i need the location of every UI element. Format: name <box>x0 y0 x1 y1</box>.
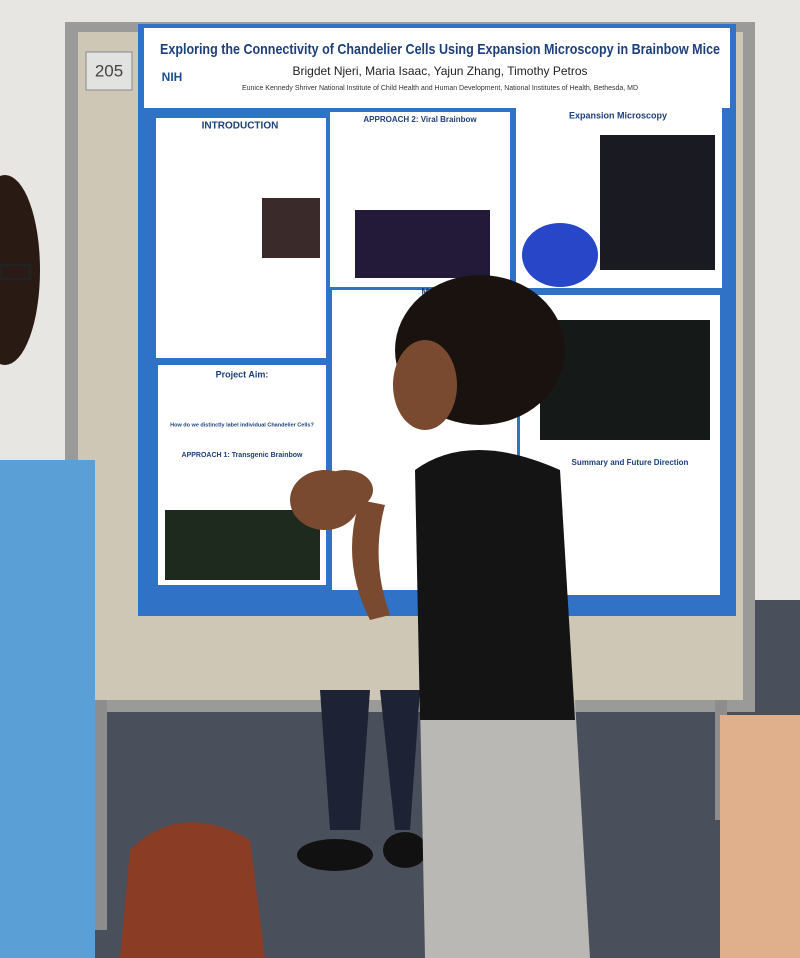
poster-authors: Brigdet Njeri, Maria Isaac, Yajun Zhang,… <box>292 64 587 78</box>
background-legs <box>720 715 800 958</box>
woman-top <box>415 450 575 720</box>
woman-pants <box>420 700 590 958</box>
background-legs <box>380 690 420 830</box>
section-heading: Expansion Microscopy <box>569 110 667 120</box>
person-shirt <box>0 460 95 958</box>
woman-arm <box>352 500 390 620</box>
figure <box>522 223 598 287</box>
shoe <box>383 832 427 868</box>
woman-hand <box>317 470 373 510</box>
logo: NIH <box>162 70 183 84</box>
number-plate <box>85 51 133 91</box>
glasses <box>0 263 32 281</box>
section-heading: APPROACH 2: Viral Brainbow <box>363 115 477 124</box>
bag <box>120 822 265 958</box>
board-number: 205 <box>95 61 123 80</box>
poster-affiliation: Eunice Kennedy Shriver National Institut… <box>242 85 638 92</box>
poster-header <box>144 28 730 108</box>
section-heading: How do we distinctly label individual Ch… <box>170 422 314 428</box>
figure <box>262 198 320 258</box>
section-heading: APPROACH 1: Transgenic Brainbow <box>182 452 304 459</box>
figure <box>540 320 710 440</box>
shoe <box>297 839 373 871</box>
figure <box>165 510 320 580</box>
board-leg <box>95 700 107 930</box>
section-heading: INTRODUCTION <box>202 121 279 132</box>
poster-title: Exploring the Connectivity of Chandelier… <box>160 41 720 58</box>
figure <box>600 135 715 270</box>
figure <box>355 210 490 278</box>
section-heading: Project Aim: <box>216 369 269 379</box>
section-heading: Summary and Future Direction <box>572 458 689 467</box>
woman-face <box>393 340 457 430</box>
person-head <box>0 175 40 365</box>
background-legs <box>320 690 370 830</box>
